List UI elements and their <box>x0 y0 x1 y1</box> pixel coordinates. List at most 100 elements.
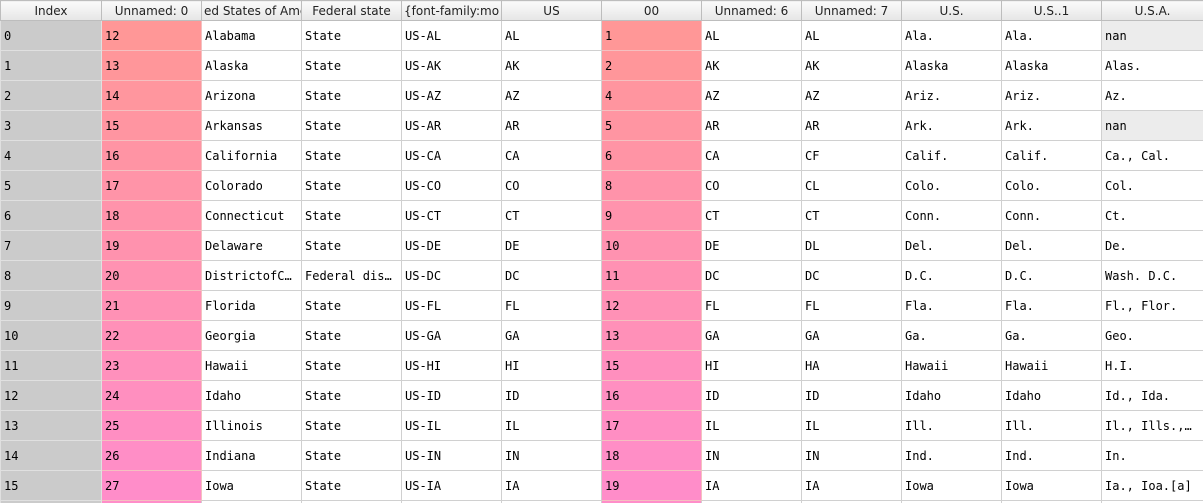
cell[interactable]: State <box>301 410 402 441</box>
cell[interactable]: IA <box>701 470 802 501</box>
cell[interactable]: 27 <box>101 470 202 501</box>
cell[interactable]: Alabama <box>201 20 302 51</box>
cell[interactable]: Arkansas <box>201 110 302 141</box>
cell[interactable]: US-IA <box>401 470 502 501</box>
cell[interactable]: Ark. <box>901 110 1002 141</box>
cell[interactable]: Fla. <box>1001 290 1102 321</box>
cell[interactable]: US-CO <box>401 170 502 201</box>
cell[interactable]: IN <box>701 440 802 471</box>
cell[interactable]: CA <box>501 140 602 171</box>
cell[interactable]: US-IL <box>401 410 502 441</box>
cell[interactable]: State <box>301 350 402 381</box>
cell[interactable]: 6 <box>601 140 702 171</box>
row-index[interactable]: 2 <box>0 80 102 111</box>
cell[interactable]: FL <box>701 290 802 321</box>
column-header[interactable]: Unnamed: 6 <box>701 0 802 21</box>
cell[interactable]: State <box>301 140 402 171</box>
cell[interactable]: 18 <box>601 440 702 471</box>
cell[interactable]: 17 <box>101 170 202 201</box>
cell[interactable]: Illinois <box>201 410 302 441</box>
column-header[interactable]: Index <box>0 0 102 21</box>
cell[interactable]: Alaska <box>1001 50 1102 81</box>
cell[interactable]: US-AK <box>401 50 502 81</box>
cell[interactable]: Fla. <box>901 290 1002 321</box>
cell[interactable]: 16 <box>101 140 202 171</box>
cell[interactable]: 2 <box>601 50 702 81</box>
cell[interactable]: GA <box>701 320 802 351</box>
cell[interactable]: AR <box>501 110 602 141</box>
cell[interactable]: 15 <box>101 110 202 141</box>
cell[interactable]: IL <box>501 410 602 441</box>
cell[interactable]: Federal dis… <box>301 260 402 291</box>
cell[interactable]: IL <box>801 410 902 441</box>
row-index[interactable]: 14 <box>0 440 102 471</box>
cell[interactable]: Connecticut <box>201 200 302 231</box>
cell[interactable]: US-CT <box>401 200 502 231</box>
cell[interactable]: ID <box>501 380 602 411</box>
cell[interactable]: Id., Ida. <box>1101 380 1203 411</box>
row-index[interactable]: 3 <box>0 110 102 141</box>
cell[interactable]: IA <box>801 470 902 501</box>
cell[interactable]: nan <box>1101 20 1203 51</box>
cell[interactable]: US-AZ <box>401 80 502 111</box>
cell[interactable]: CA <box>701 140 802 171</box>
cell[interactable]: US-AL <box>401 20 502 51</box>
cell[interactable]: Az. <box>1101 80 1203 111</box>
cell[interactable]: State <box>301 80 402 111</box>
cell[interactable]: Alaska <box>201 50 302 81</box>
row-index[interactable]: 9 <box>0 290 102 321</box>
cell[interactable]: IN <box>501 440 602 471</box>
cell[interactable]: Ark. <box>1001 110 1102 141</box>
cell[interactable]: 21 <box>101 290 202 321</box>
cell[interactable]: Col. <box>1101 170 1203 201</box>
cell[interactable]: In. <box>1101 440 1203 471</box>
row-index[interactable]: 15 <box>0 470 102 501</box>
cell[interactable]: State <box>301 290 402 321</box>
cell[interactable]: ID <box>701 380 802 411</box>
row-index[interactable]: 12 <box>0 380 102 411</box>
cell[interactable]: Iowa <box>901 470 1002 501</box>
cell[interactable]: DE <box>701 230 802 261</box>
column-header[interactable]: ed States of Ame <box>201 0 302 21</box>
cell[interactable]: Geo. <box>1101 320 1203 351</box>
cell[interactable]: HI <box>501 350 602 381</box>
cell[interactable]: State <box>301 170 402 201</box>
cell[interactable]: Indiana <box>201 440 302 471</box>
cell[interactable]: Ga. <box>901 320 1002 351</box>
column-header[interactable]: Federal state <box>301 0 402 21</box>
cell[interactable]: Wash. D.C. <box>1101 260 1203 291</box>
row-index[interactable]: 10 <box>0 320 102 351</box>
cell[interactable]: De. <box>1101 230 1203 261</box>
cell[interactable]: State <box>301 110 402 141</box>
cell[interactable]: 16 <box>601 380 702 411</box>
cell[interactable]: AZ <box>501 80 602 111</box>
cell[interactable]: AK <box>501 50 602 81</box>
cell[interactable]: Del. <box>901 230 1002 261</box>
cell[interactable]: D.C. <box>901 260 1002 291</box>
cell[interactable]: 13 <box>101 50 202 81</box>
cell[interactable]: D.C. <box>1001 260 1102 291</box>
cell[interactable]: DC <box>701 260 802 291</box>
cell[interactable]: 19 <box>601 470 702 501</box>
cell[interactable]: California <box>201 140 302 171</box>
cell[interactable]: 25 <box>101 410 202 441</box>
column-header[interactable]: U.S.A. <box>1101 0 1203 21</box>
row-index[interactable]: 7 <box>0 230 102 261</box>
cell[interactable]: Idaho <box>1001 380 1102 411</box>
cell[interactable]: 12 <box>101 20 202 51</box>
row-index[interactable]: 1 <box>0 50 102 81</box>
column-header[interactable]: 00 <box>601 0 702 21</box>
cell[interactable]: 11 <box>601 260 702 291</box>
cell[interactable]: GA <box>801 320 902 351</box>
cell[interactable]: ID <box>801 380 902 411</box>
cell[interactable]: Alas. <box>1101 50 1203 81</box>
row-index[interactable]: 4 <box>0 140 102 171</box>
cell[interactable]: 24 <box>101 380 202 411</box>
cell[interactable]: AZ <box>701 80 802 111</box>
cell[interactable]: US-HI <box>401 350 502 381</box>
column-header[interactable]: U.S. <box>901 0 1002 21</box>
cell[interactable]: Florida <box>201 290 302 321</box>
row-index[interactable]: 13 <box>0 410 102 441</box>
cell[interactable]: 20 <box>101 260 202 291</box>
cell[interactable]: Colorado <box>201 170 302 201</box>
